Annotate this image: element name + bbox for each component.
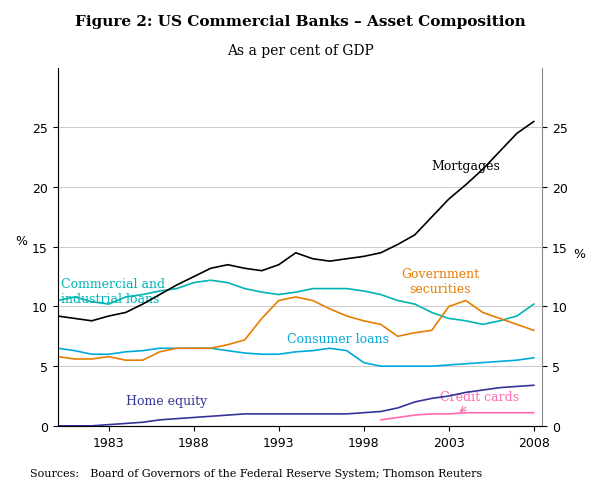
- Y-axis label: %: %: [15, 234, 27, 247]
- Text: Credit cards: Credit cards: [440, 390, 520, 411]
- Y-axis label: %: %: [573, 247, 585, 260]
- Text: As a per cent of GDP: As a per cent of GDP: [227, 44, 373, 58]
- Text: Figure 2: US Commercial Banks – Asset Composition: Figure 2: US Commercial Banks – Asset Co…: [74, 15, 526, 29]
- Text: Consumer loans: Consumer loans: [287, 333, 389, 346]
- Text: Government
securities: Government securities: [401, 267, 479, 296]
- Text: Home equity: Home equity: [126, 394, 207, 407]
- Text: Mortgages: Mortgages: [432, 160, 500, 173]
- Text: Commercial and
industrial loans: Commercial and industrial loans: [61, 277, 165, 305]
- Text: Sources: Board of Governors of the Federal Reserve System; Thomson Reuters: Sources: Board of Governors of the Feder…: [30, 468, 482, 478]
